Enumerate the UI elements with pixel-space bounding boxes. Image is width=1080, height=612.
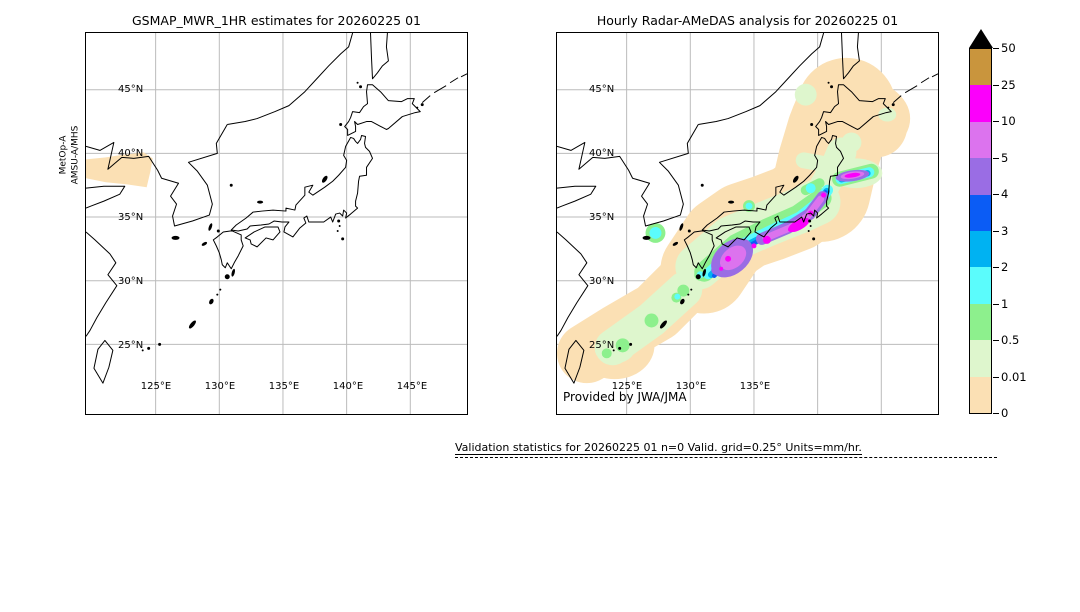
colorbar-tick-4 <box>993 194 999 195</box>
left-lat-label-2: 35°N <box>118 212 144 223</box>
colorbar-label-1: 25 <box>1001 77 1016 92</box>
right-lat-label-2: 35°N <box>589 212 615 223</box>
colorbar-segment-8 <box>970 340 991 377</box>
left-lon-label-0: 125°E <box>140 381 172 392</box>
colorbar-segment-0 <box>970 49 991 86</box>
colorbar-tick-8 <box>993 340 999 341</box>
colorbar-label-4: 4 <box>1001 187 1009 201</box>
colorbar-label-10: 0 <box>1001 406 1009 420</box>
left-map-plot <box>86 33 467 414</box>
validation-text: Validation statistics for 20260225 01 n=… <box>455 441 862 455</box>
colorbar-tick-10 <box>993 413 999 414</box>
left-lon-label-1: 130°E <box>204 381 236 392</box>
colorbar-segment-1 <box>970 85 991 122</box>
left-lat-label-1: 40°N <box>118 148 144 159</box>
right-lat-label-0: 45°N <box>589 84 615 95</box>
colorbar-tick-3 <box>993 157 999 159</box>
colorbar-tick-2 <box>993 121 999 122</box>
colorbar-tick-6 <box>993 267 999 268</box>
colorbar-segment-4 <box>970 194 991 231</box>
colorbar-segment-6 <box>970 267 991 304</box>
colorbar-segment-9 <box>970 376 991 413</box>
colorbar-overflow-arrow <box>969 29 993 48</box>
left-lon-label-2: 135°E <box>268 381 300 392</box>
right-map-panel: Provided by JWA/JMA 45°N 40°N 35°N 30°N 25°N… <box>556 32 939 415</box>
right-lat-label-1: 40°N <box>589 148 615 159</box>
colorbar-tick-7 <box>993 303 999 305</box>
data-provider-credit: Provided by JWA/JMA <box>563 390 687 404</box>
colorbar-tick-1 <box>993 84 999 86</box>
satellite-instrument-label: MetOp-A AMSU-A/MHS <box>58 126 81 185</box>
left-lon-label-4: 145°E <box>396 381 428 392</box>
colorbar-label-5: 3 <box>1001 223 1009 238</box>
validation-statistics: Validation statistics for 20260225 01 n=… <box>455 441 997 458</box>
left-lon-label-3: 140°E <box>332 381 364 392</box>
right-lat-label-4: 25°N <box>589 340 615 351</box>
colorbar-tick-0 <box>993 48 999 49</box>
colorbar-label-0: 50 <box>1001 41 1016 55</box>
colorbar-label-7: 1 <box>1001 296 1009 311</box>
colorbar-tick-9 <box>993 376 999 378</box>
right-map-plot <box>557 33 938 414</box>
colorbar-tick-5 <box>993 230 999 232</box>
colorbar-segment-3 <box>970 158 991 195</box>
right-lat-label-3: 30°N <box>589 276 615 287</box>
left-lat-label-0: 45°N <box>118 84 144 95</box>
colorbar-label-9: 0.01 <box>1001 369 1027 384</box>
right-lon-label-1: 130°E <box>675 381 707 392</box>
instrument-name: AMSU-A/MHS <box>70 125 80 185</box>
right-lon-label-2: 135°E <box>739 381 771 392</box>
right-lon-label-0: 125°E <box>611 381 643 392</box>
left-lat-label-4: 25°N <box>118 340 144 351</box>
colorbar-label-2: 10 <box>1001 114 1016 128</box>
colorbar-label-8: 0.5 <box>1001 333 1020 347</box>
colorbar-segment-7 <box>970 303 991 341</box>
left-lat-label-3: 30°N <box>118 276 144 287</box>
colorbar-label-6: 2 <box>1001 260 1009 274</box>
precipitation-overlay <box>557 57 911 384</box>
left-map-panel: 45°N 40°N 35°N 30°N 25°N 125°E 130°E 135°E 140°E… <box>85 32 468 415</box>
satellite-swath-footprint <box>86 152 153 188</box>
colorbar-segment-2 <box>970 121 991 159</box>
right-map-title: Hourly Radar-AMeDAS analysis for 2026022… <box>596 13 899 28</box>
colorbar-segment-5 <box>970 230 991 268</box>
colorbar-label-3: 5 <box>1001 150 1009 165</box>
left-map-title: GSMAP_MWR_1HR estimates for 20260225 01 <box>132 13 421 28</box>
colorbar <box>969 48 992 414</box>
satellite-name: MetOp-A <box>58 135 69 175</box>
